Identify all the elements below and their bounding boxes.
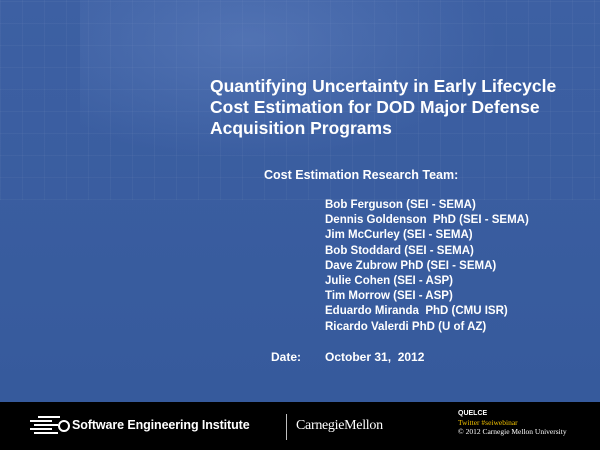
sei-logo-text: Software Engineering Institute xyxy=(72,418,250,432)
copyright-notice: © 2012 Carnegie Mellon University xyxy=(458,427,567,436)
date-label: Date: xyxy=(271,350,302,364)
footer-info: QUELCE Twitter #seiwebinar © 2012 Carneg… xyxy=(458,409,598,436)
team-heading: Cost Estimation Research Team: xyxy=(264,168,459,182)
footer-bar: Software Engineering Institute CarnegieM… xyxy=(0,402,600,450)
team-member: Eduardo Miranda PhD (CMU ISR) xyxy=(325,305,508,318)
background-glow xyxy=(80,0,500,160)
logo-divider xyxy=(286,414,287,440)
slide-title: Quantifying Uncertainty in Early Lifecyc… xyxy=(210,76,557,138)
team-member: Ricardo Valerdi PhD (U of AZ) xyxy=(325,320,487,333)
twitter-hashtag: Twitter #seiwebinar xyxy=(458,418,518,427)
team-member: Dennis Goldenson PhD (SEI - SEMA) xyxy=(325,214,529,227)
team-member: Tim Morrow (SEI - ASP) xyxy=(325,290,453,303)
cmu-logo-text: CarnegieMellon xyxy=(296,418,383,433)
sei-logo-icon xyxy=(30,416,70,434)
team-member: Bob Stoddard (SEI - SEMA) xyxy=(325,244,474,257)
project-name: QUELCE xyxy=(458,410,488,417)
team-member: Bob Ferguson (SEI - SEMA) xyxy=(325,199,476,211)
team-member: Julie Cohen (SEI - ASP) xyxy=(325,274,454,287)
team-member-list: Bob Ferguson (SEI - SEMA) Dennis Goldens… xyxy=(325,198,529,335)
background-grid xyxy=(0,0,600,200)
slide: Quantifying Uncertainty in Early Lifecyc… xyxy=(0,0,600,402)
date-value: October 31, 2012 xyxy=(325,350,425,364)
team-member: Dave Zubrow PhD (SEI - SEMA) xyxy=(325,259,497,272)
team-member: Jim McCurley (SEI - SEMA) xyxy=(325,229,473,242)
